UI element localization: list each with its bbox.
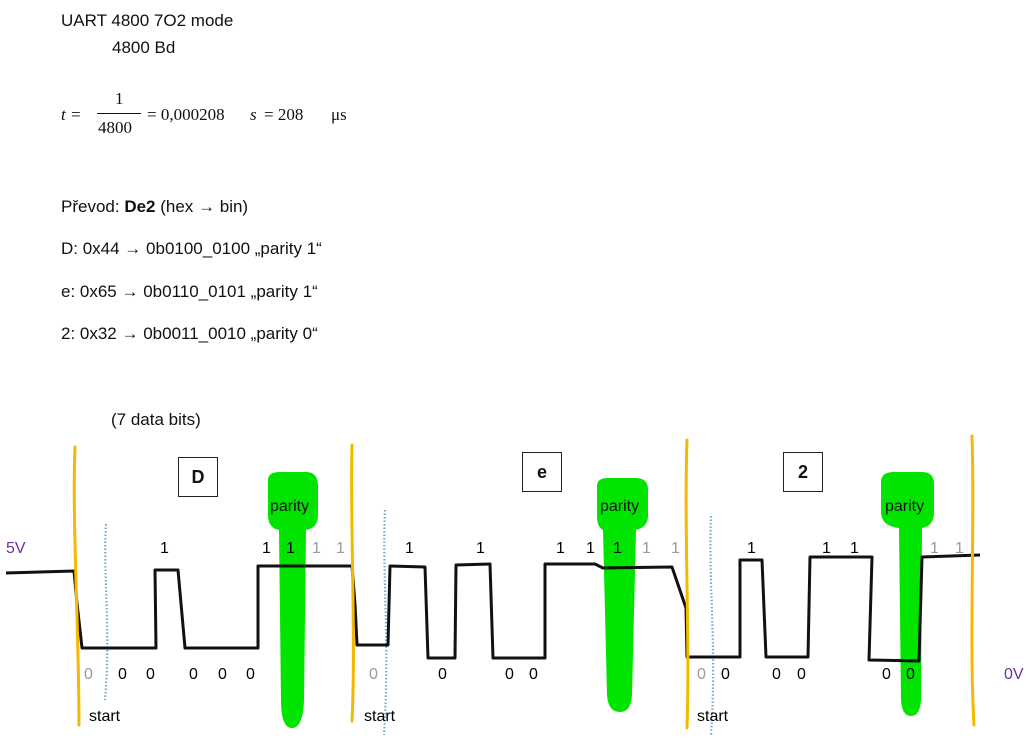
stop-bit-label: 1 xyxy=(642,540,651,557)
bit-label: 0 xyxy=(882,666,891,683)
stop-bit-label: 1 xyxy=(336,540,345,557)
unit-us: μs xyxy=(331,105,347,124)
bit-label: 1 xyxy=(262,540,271,557)
parity-highlight-2 xyxy=(881,472,934,716)
conversion-line-e: e: 0x65 → 0b0110_0101 „parity 1“ xyxy=(61,282,318,301)
formula-denominator: 4800 xyxy=(98,118,132,137)
start-bit-label: 0 xyxy=(84,666,93,683)
formula-micro: = 208 xyxy=(264,105,304,124)
frame-line-4 xyxy=(970,434,976,727)
title: UART 4800 7O2 mode xyxy=(61,11,234,30)
bit-label: 1 xyxy=(822,540,831,557)
start-bit-label: 0 xyxy=(369,666,378,683)
bit-label: 0 xyxy=(797,666,806,683)
start-label-d: start xyxy=(89,708,121,725)
conversion-suffix: (hex → bin) xyxy=(155,197,249,216)
formula-lhs: t = xyxy=(61,105,82,124)
bit-label: 1 xyxy=(556,540,565,557)
frame-line-1 xyxy=(72,445,81,727)
bit-label: 1 xyxy=(586,540,595,557)
signal-line xyxy=(5,553,981,663)
start-marker-d xyxy=(103,523,109,701)
bit-label: 0 xyxy=(438,666,447,683)
stop-bit-label: 1 xyxy=(671,540,680,557)
conversion-line-2: 2: 0x32 → 0b0011_0010 „parity 0“ xyxy=(61,324,318,343)
start-markers xyxy=(103,509,715,736)
char-box-e: e xyxy=(522,452,562,492)
start-label-e: start xyxy=(364,708,396,725)
formula-seconds: = 0,000208 xyxy=(147,105,225,124)
bit-label: 0 xyxy=(218,666,227,683)
start-marker-2 xyxy=(709,515,715,736)
frame-boundaries xyxy=(72,434,976,730)
stop-bit-label: 1 xyxy=(930,540,939,557)
bit-label: 0 xyxy=(505,666,514,683)
stop-bit-label: 1 xyxy=(312,540,321,557)
voltage-high-label: 5V xyxy=(6,540,26,557)
bit-label: 0 xyxy=(721,666,730,683)
bit-label: 1 xyxy=(286,540,295,557)
bit-label: 1 xyxy=(405,540,414,557)
fraction-bar xyxy=(97,113,141,114)
parity-highlight-d xyxy=(268,472,318,728)
bit-label: 0 xyxy=(906,666,915,683)
unit-s: s xyxy=(250,105,257,124)
conversion-prefix: Převod: xyxy=(61,197,125,216)
bit-label: 1 xyxy=(747,540,756,557)
voltage-low-label: 0V xyxy=(1004,666,1024,683)
bit-label: 1 xyxy=(850,540,859,557)
parity-highlights xyxy=(268,472,934,728)
char-box-d: D xyxy=(178,457,218,497)
parity-label-e: parity xyxy=(600,498,639,515)
start-bit-label: 0 xyxy=(697,666,706,683)
bit-label: 1 xyxy=(476,540,485,557)
stop-bit-label: 1 xyxy=(955,540,964,557)
char-box-2: 2 xyxy=(783,452,823,492)
conversion-title: Převod: De2 (hex → bin) xyxy=(61,197,248,217)
bit-label: 0 xyxy=(772,666,781,683)
bit-label: 0 xyxy=(189,666,198,683)
data-bits-note: (7 data bits) xyxy=(111,410,201,429)
formula-numerator: 1 xyxy=(115,89,124,108)
bit-label: 0 xyxy=(118,666,127,683)
baud-rate: 4800 Bd xyxy=(112,38,176,57)
parity-label-2: parity xyxy=(885,498,924,515)
bit-label: 0 xyxy=(146,666,155,683)
bit-label: 0 xyxy=(246,666,255,683)
start-label-2: start xyxy=(697,708,729,725)
bit-label: 1 xyxy=(613,540,622,557)
parity-label-d: parity xyxy=(270,498,309,515)
start-marker-e xyxy=(382,509,388,736)
conversion-word: De2 xyxy=(124,197,156,216)
parity-highlight-e xyxy=(597,478,648,712)
bit-label: 1 xyxy=(160,540,169,557)
bit-label: 0 xyxy=(529,666,538,683)
frame-line-3 xyxy=(684,438,690,730)
frame-line-2 xyxy=(350,443,355,723)
conversion-line-d: D: 0x44 → 0b0100_0100 „parity 1“ xyxy=(61,239,322,258)
